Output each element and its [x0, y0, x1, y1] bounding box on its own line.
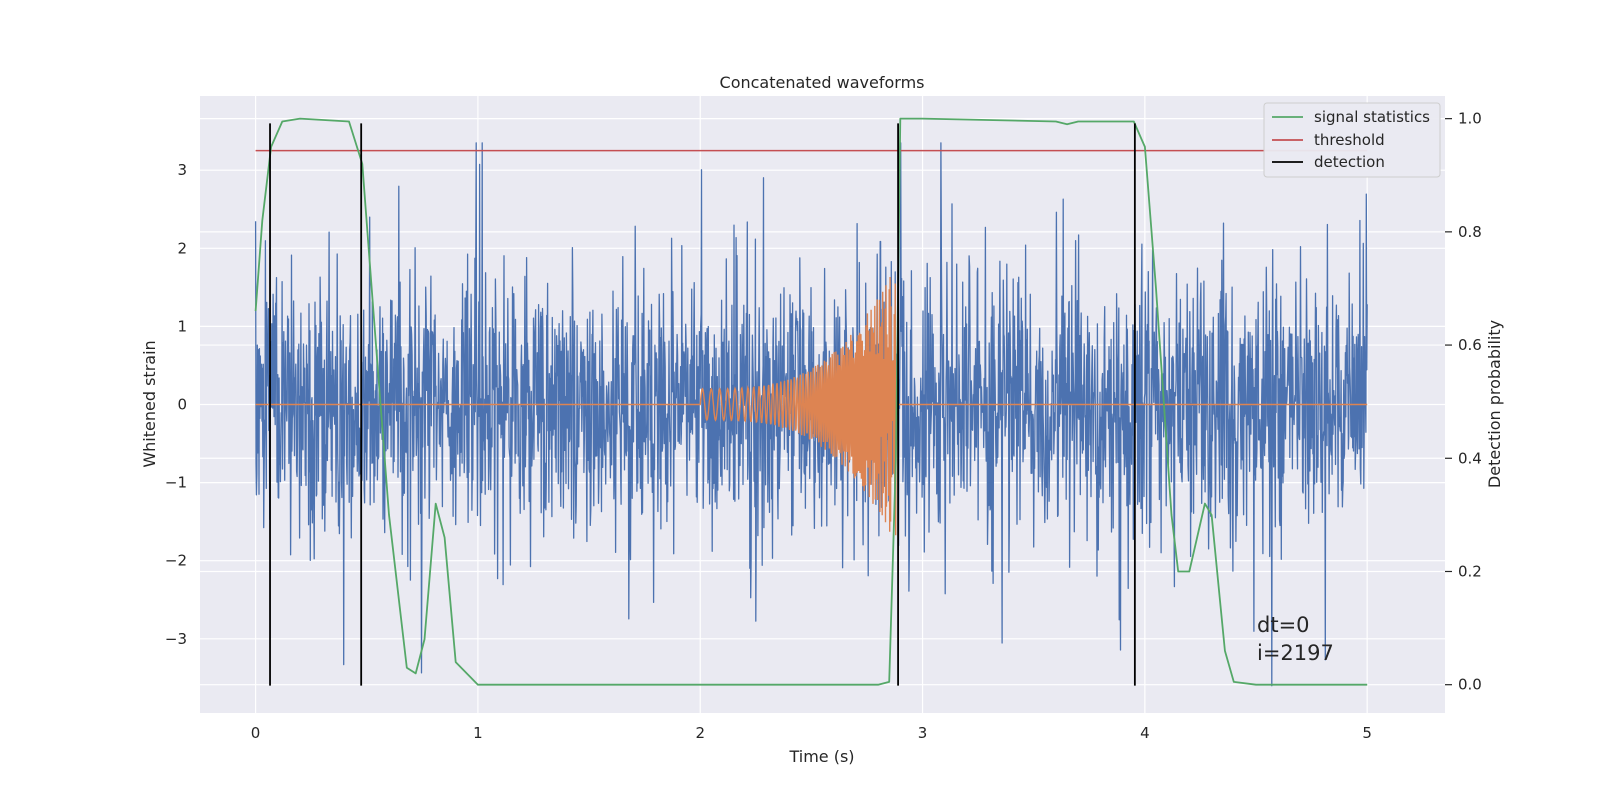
y-left-tick-label: 1 [177, 317, 187, 335]
y-right-tick-label: 0.6 [1458, 336, 1482, 354]
legend-label-signal-statistics: signal statistics [1314, 108, 1430, 126]
axes-layer: 0 1 2 3 4 5 −3 −2 −1 0 1 2 3 0.0 0.2 0.4 0.6 0.8 1.0 [165, 110, 1482, 742]
y-left-tick-label: −2 [165, 552, 187, 570]
x-tick-label: 4 [1140, 724, 1150, 742]
series-layer [254, 117, 1368, 687]
y-axis-label-right: Detection probability [1485, 320, 1504, 488]
y-right-tick-label: 0.0 [1458, 676, 1482, 694]
x-tick-label: 3 [918, 724, 928, 742]
y-right-tick-label: 1.0 [1458, 110, 1482, 128]
legend-label-threshold: threshold [1314, 131, 1385, 149]
y-right-tick-label: 0.8 [1458, 223, 1482, 241]
x-tick-label: 2 [695, 724, 705, 742]
y-left-tick-label: 3 [177, 161, 187, 179]
series-signal-statistics [254, 117, 1368, 686]
legend-box [1263, 102, 1441, 178]
y-left-tick-label: 0 [177, 396, 187, 414]
y-right-tick-label: 0.4 [1458, 449, 1482, 467]
y-left-tick-label: −1 [165, 474, 187, 492]
x-axis-label: Time (s) [788, 747, 854, 766]
annotation-i: i=2197 [1257, 641, 1334, 665]
y-right-tick-label: 0.2 [1458, 562, 1482, 580]
series-chirp [255, 276, 1368, 536]
annotation-dt: dt=0 [1257, 613, 1310, 637]
chart-title: Concatenated waveforms [720, 73, 925, 92]
y-axis-label-left: Whitened strain [140, 340, 159, 467]
legend-label-detection: detection [1314, 153, 1385, 171]
y-left-tick-label: −3 [165, 630, 187, 648]
x-tick-label: 0 [251, 724, 261, 742]
x-tick-label: 1 [473, 724, 483, 742]
y-left-tick-label: 2 [177, 239, 187, 257]
x-tick-label: 5 [1362, 724, 1372, 742]
legend: signal statistics threshold detection [1263, 102, 1441, 178]
